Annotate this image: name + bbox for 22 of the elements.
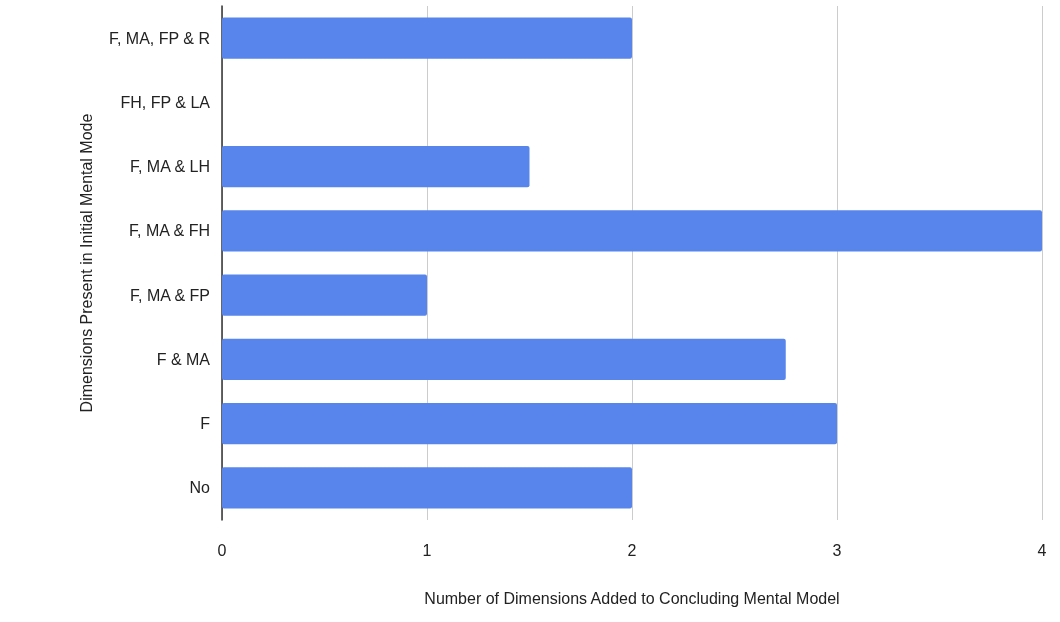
bar [222,146,530,188]
bar [222,17,632,59]
bar [222,403,837,445]
y-tick-label: F, MA & LH [129,158,210,176]
bar [222,467,632,509]
y-tick-label: F, MA & FH [129,222,210,240]
bar [222,210,1042,252]
x-axis-title: Number of Dimensions Added to Concluding Mental Model [424,589,840,607]
y-axis-title: Dimensions Present in Initial Mental Mode [77,113,95,413]
x-tick-label: 2 [627,541,637,559]
x-tick-label: 0 [217,541,227,559]
y-tick-label: F, MA & FP [129,286,210,304]
y-tick-label: F [200,415,211,433]
y-tick-label: FH, FP & LA [120,93,211,111]
x-tick-label: 3 [832,541,842,559]
y-tick-label: No [189,479,211,497]
x-tick-label: 4 [1037,541,1047,559]
y-tick-label: F, MA, FP & R [108,29,210,47]
bar [222,274,427,316]
bar [222,338,786,380]
x-tick-label: 1 [422,541,432,559]
y-tick-label: F & MA [156,350,211,368]
